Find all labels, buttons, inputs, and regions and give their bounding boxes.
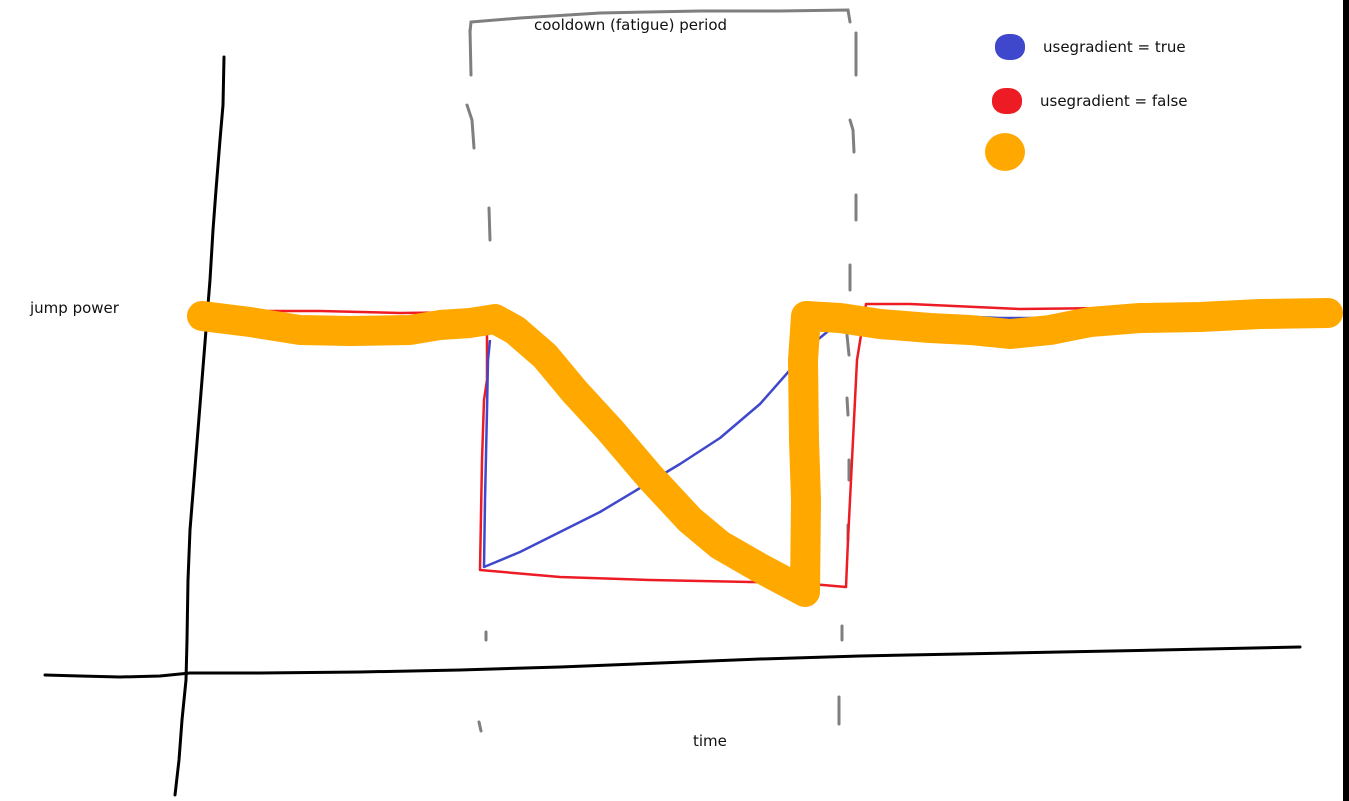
right-edge-bar bbox=[1343, 0, 1349, 801]
legend-item-orange bbox=[985, 133, 1043, 171]
blue-swatch-icon bbox=[995, 34, 1025, 60]
legend-item-usegradient-true: usegradient = true bbox=[995, 34, 1186, 60]
series-orange bbox=[187, 298, 1343, 607]
y-axis bbox=[173, 55, 226, 797]
y-axis-label: jump power bbox=[30, 299, 119, 317]
x-axis bbox=[43, 645, 1302, 679]
x-axis-label: time bbox=[693, 732, 727, 750]
series-usegradient-false bbox=[200, 302, 1111, 589]
axes bbox=[43, 55, 1302, 797]
cooldown-period-label: cooldown (fatigue) period bbox=[534, 16, 728, 34]
legend-label: usegradient = true bbox=[1043, 38, 1186, 56]
red-swatch-icon bbox=[992, 88, 1022, 114]
legend-item-usegradient-false: usegradient = false bbox=[992, 88, 1188, 114]
orange-swatch-icon bbox=[985, 133, 1025, 171]
series-usegradient-true bbox=[482, 310, 1040, 569]
legend-label: usegradient = false bbox=[1040, 92, 1188, 110]
